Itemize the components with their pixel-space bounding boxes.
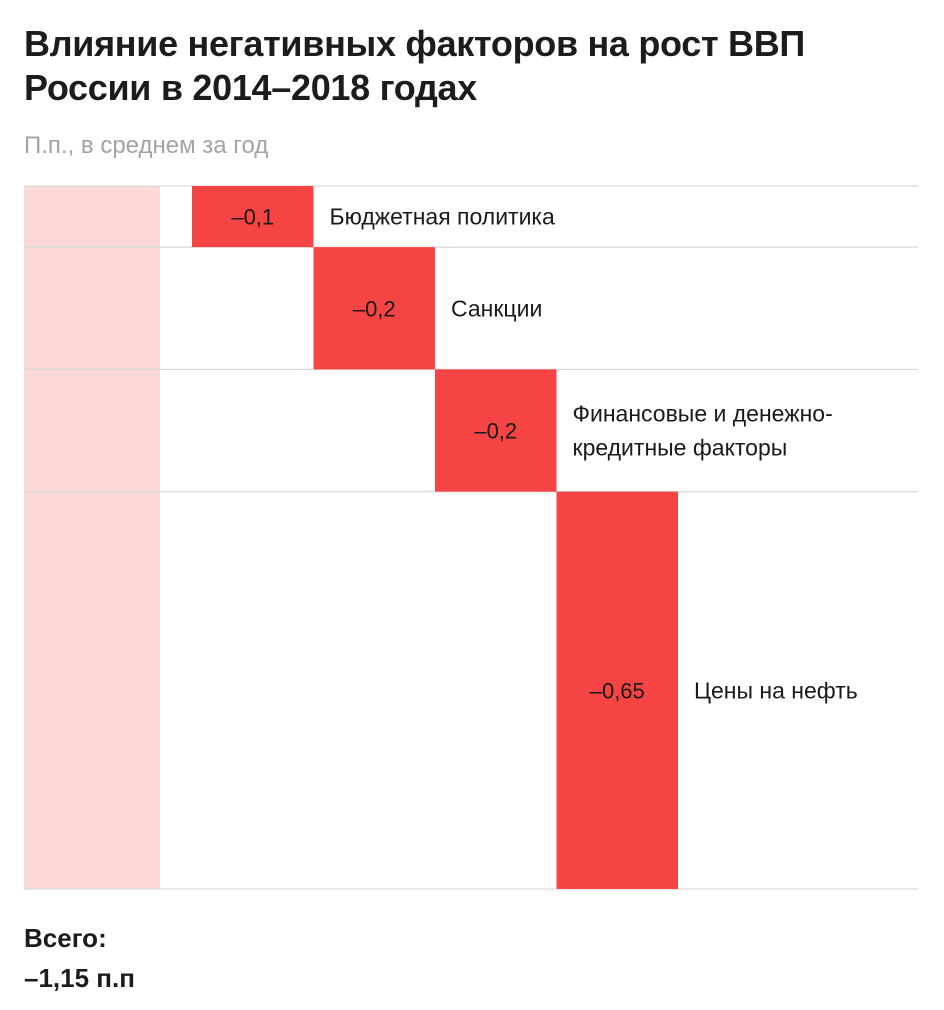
total-value: –1,15 п.п (24, 963, 135, 993)
category-label: Финансовые и денежно- (573, 401, 833, 427)
waterfall-bar (313, 247, 435, 370)
category-label: кредитные факторы (573, 435, 788, 461)
chart-subtitle: П.п., в среднем за год (24, 132, 269, 159)
category-label: Бюджетная политика (330, 204, 556, 230)
total-block: Всего: –1,15 п.п (24, 918, 135, 998)
bar-value-label: –0,1 (231, 205, 274, 230)
bar-value-label: –0,2 (474, 419, 517, 444)
bar-value-label: –0,65 (590, 678, 645, 703)
chart-title: Влияние негативных факторов на рост ВВП … (24, 23, 805, 108)
waterfall-chart: –0,1 Бюджетная политика –0,2 Санкции –0,2 Фин… (24, 185, 918, 890)
waterfall-bar (556, 491, 678, 889)
waterfall-bar (192, 186, 314, 248)
waterfall-bar (435, 369, 557, 492)
total-label: Всего: (24, 923, 107, 953)
category-label: Санкции (451, 295, 542, 321)
category-label: Цены на нефть (694, 677, 858, 703)
bar-value-label: –0,2 (353, 296, 396, 321)
total-band (24, 186, 160, 889)
